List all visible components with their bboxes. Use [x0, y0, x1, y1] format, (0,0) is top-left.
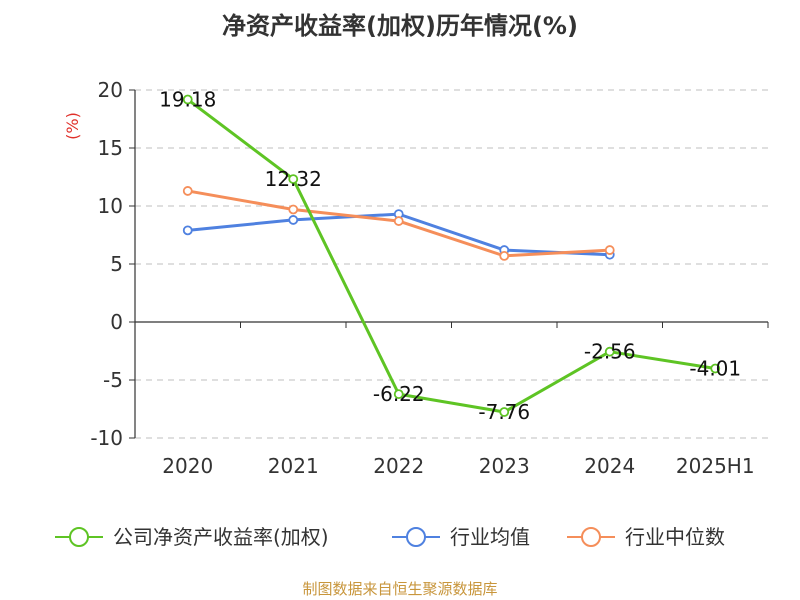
data-point — [288, 204, 299, 215]
x-tick-label: 2024 — [584, 454, 635, 478]
data-point — [393, 389, 404, 400]
data-label: -6.22 — [373, 382, 425, 406]
x-tick-label: 2025H1 — [676, 454, 755, 478]
data-label: 12.32 — [265, 167, 322, 191]
data-point — [182, 94, 193, 105]
legend-swatch-marker — [406, 527, 426, 547]
data-point — [393, 216, 404, 226]
y-tick-label: 15 — [98, 136, 123, 160]
legend-entry: 行业中位数 — [625, 525, 725, 549]
data-labels: 19.18 12.32 -6.22 -7.76 -2.56 -4.01 — [159, 88, 741, 425]
data-label: -2.56 — [584, 340, 636, 364]
chart-title: 净资产收益率(加权)历年情况(%) — [222, 12, 578, 40]
source-note: 制图数据来自恒生聚源数据库 — [302, 580, 498, 598]
series-lines — [182, 94, 721, 417]
axes — [129, 89, 769, 439]
data-point — [288, 174, 299, 184]
data-label: -4.01 — [689, 357, 741, 381]
gridlines — [135, 89, 768, 439]
data-point — [710, 363, 721, 374]
data-point — [499, 250, 510, 261]
data-point — [182, 225, 193, 236]
y-tick-label: 20 — [98, 78, 123, 102]
x-tick-label: 2022 — [373, 454, 424, 478]
x-tick-label: 2021 — [268, 454, 319, 478]
data-point — [604, 346, 615, 357]
legend-entry: 公司净资产收益率(加权) — [113, 525, 329, 549]
legend-entry: 行业均值 — [450, 525, 530, 549]
series-line — [186, 98, 716, 414]
x-tick-label: 2023 — [479, 454, 530, 478]
data-point — [604, 245, 615, 255]
y-tick-labels: 20 15 10 5 0 -5 -10 — [90, 78, 123, 450]
legend: 公司净资产收益率(加权) 行业均值 行业中位数 — [55, 525, 725, 549]
legend-swatch-marker — [69, 527, 89, 547]
y-tick-label: 5 — [110, 252, 123, 276]
x-tick-label: 2020 — [162, 454, 213, 478]
y-tick-label: -10 — [90, 426, 123, 450]
data-point — [499, 407, 510, 417]
y-tick-label: -5 — [103, 368, 123, 392]
y-axis-label: (%) — [63, 112, 82, 140]
y-tick-label: 0 — [110, 310, 123, 334]
data-point — [182, 186, 193, 196]
data-point — [288, 215, 299, 225]
data-label: -7.76 — [478, 400, 530, 424]
legend-swatch-marker — [581, 527, 601, 547]
data-label: 19.18 — [159, 88, 216, 112]
y-tick-label: 10 — [98, 194, 123, 218]
x-tick-labels: 2020 2021 2022 2023 2024 2025H1 — [162, 454, 754, 478]
